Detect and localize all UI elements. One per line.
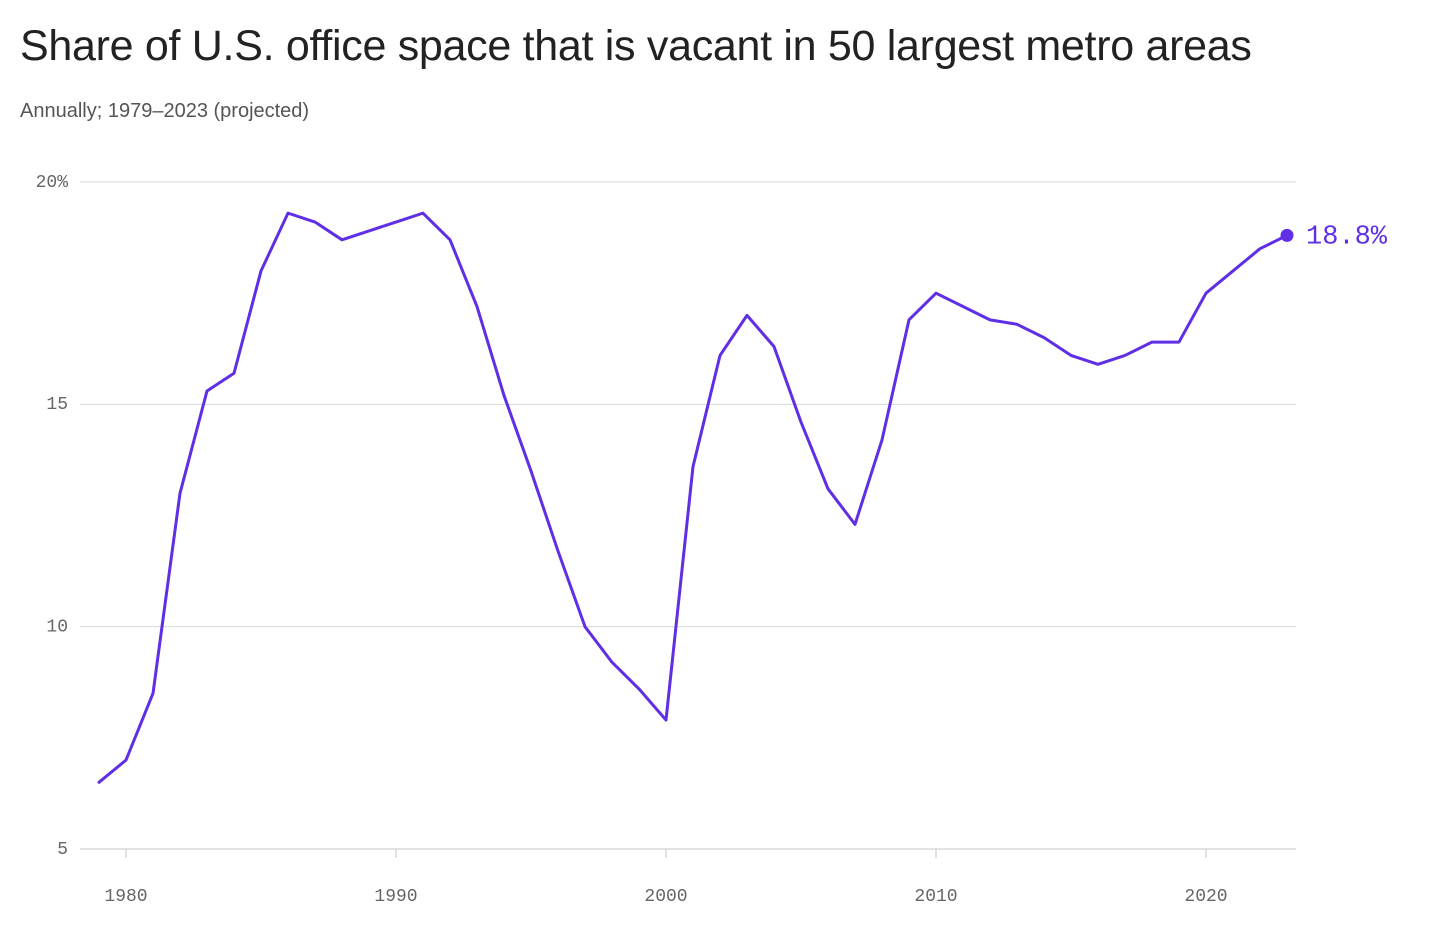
data-point-2002 [718,353,722,357]
end-value-label: 18.8% [1306,222,1388,252]
data-point-1990 [394,220,398,224]
x-tick-label-1990: 1990 [374,887,417,907]
data-point-1985 [259,269,263,273]
data-point-2011 [961,305,965,309]
data-point-2022 [1258,247,1262,251]
data-point-1996 [556,549,560,553]
y-tick-label-15: 15 [46,395,68,415]
data-point-1979 [97,780,101,784]
y-tick-label-20: 20% [36,173,69,193]
data-point-1998 [610,660,614,664]
data-point-1992 [448,238,452,242]
data-point-1995 [529,469,533,473]
data-point-2012 [988,318,992,322]
data-point-2010 [934,291,938,295]
y-tick-label-10: 10 [46,617,68,637]
data-point-1997 [583,625,587,629]
x-axis-tick-labels: 1980 1990 2000 2010 2020 [104,887,1227,907]
data-point-2004 [772,345,776,349]
data-point-2019 [1177,340,1181,344]
data-point-2015 [1069,353,1073,357]
data-point-2006 [826,487,830,491]
gridlines [80,181,1296,628]
end-point-marker [1280,228,1294,242]
data-point-2008 [880,438,884,442]
data-point-2001 [691,465,695,469]
data-point-2005 [799,420,803,424]
x-axis [80,848,1296,858]
data-point-2021 [1231,269,1235,273]
data-point-1991 [421,211,425,215]
data-point-2018 [1150,340,1154,344]
data-points [97,211,1289,784]
data-point-2007 [853,522,857,526]
y-tick-label-5: 5 [57,840,68,860]
data-point-2013 [1015,322,1019,326]
data-point-2009 [907,318,911,322]
data-point-2000 [664,718,668,722]
series-line-0 [97,211,1289,784]
annotations: 18.8% [1280,222,1388,252]
data-point-1984 [232,371,236,375]
data-point-2003 [745,313,749,317]
chart-title: Share of U.S. office space that is vacan… [20,22,1252,70]
data-point-1986 [286,211,290,215]
data-point-1994 [502,393,506,397]
data-point-1983 [205,389,209,393]
data-point-1980 [124,758,128,762]
series-layer [97,211,1289,784]
data-point-1987 [313,220,317,224]
data-point-1999 [637,687,641,691]
data-point-1989 [367,229,371,233]
data-point-1993 [475,305,479,309]
data-point-2017 [1123,353,1127,357]
data-point-1982 [178,491,182,495]
data-point-2016 [1096,362,1100,366]
x-tick-label-2000: 2000 [644,887,687,907]
x-tick-label-1980: 1980 [104,887,147,907]
y-axis-tick-labels: 5 10 15 20% [36,173,69,860]
data-point-1981 [151,691,155,695]
chart-subtitle: Annually; 1979–2023 (projected) [20,100,310,122]
data-point-2014 [1042,336,1046,340]
data-point-2020 [1204,291,1208,295]
data-point-1988 [340,238,344,242]
x-tick-label-2020: 2020 [1184,887,1227,907]
x-tick-label-2010: 2010 [914,887,957,907]
